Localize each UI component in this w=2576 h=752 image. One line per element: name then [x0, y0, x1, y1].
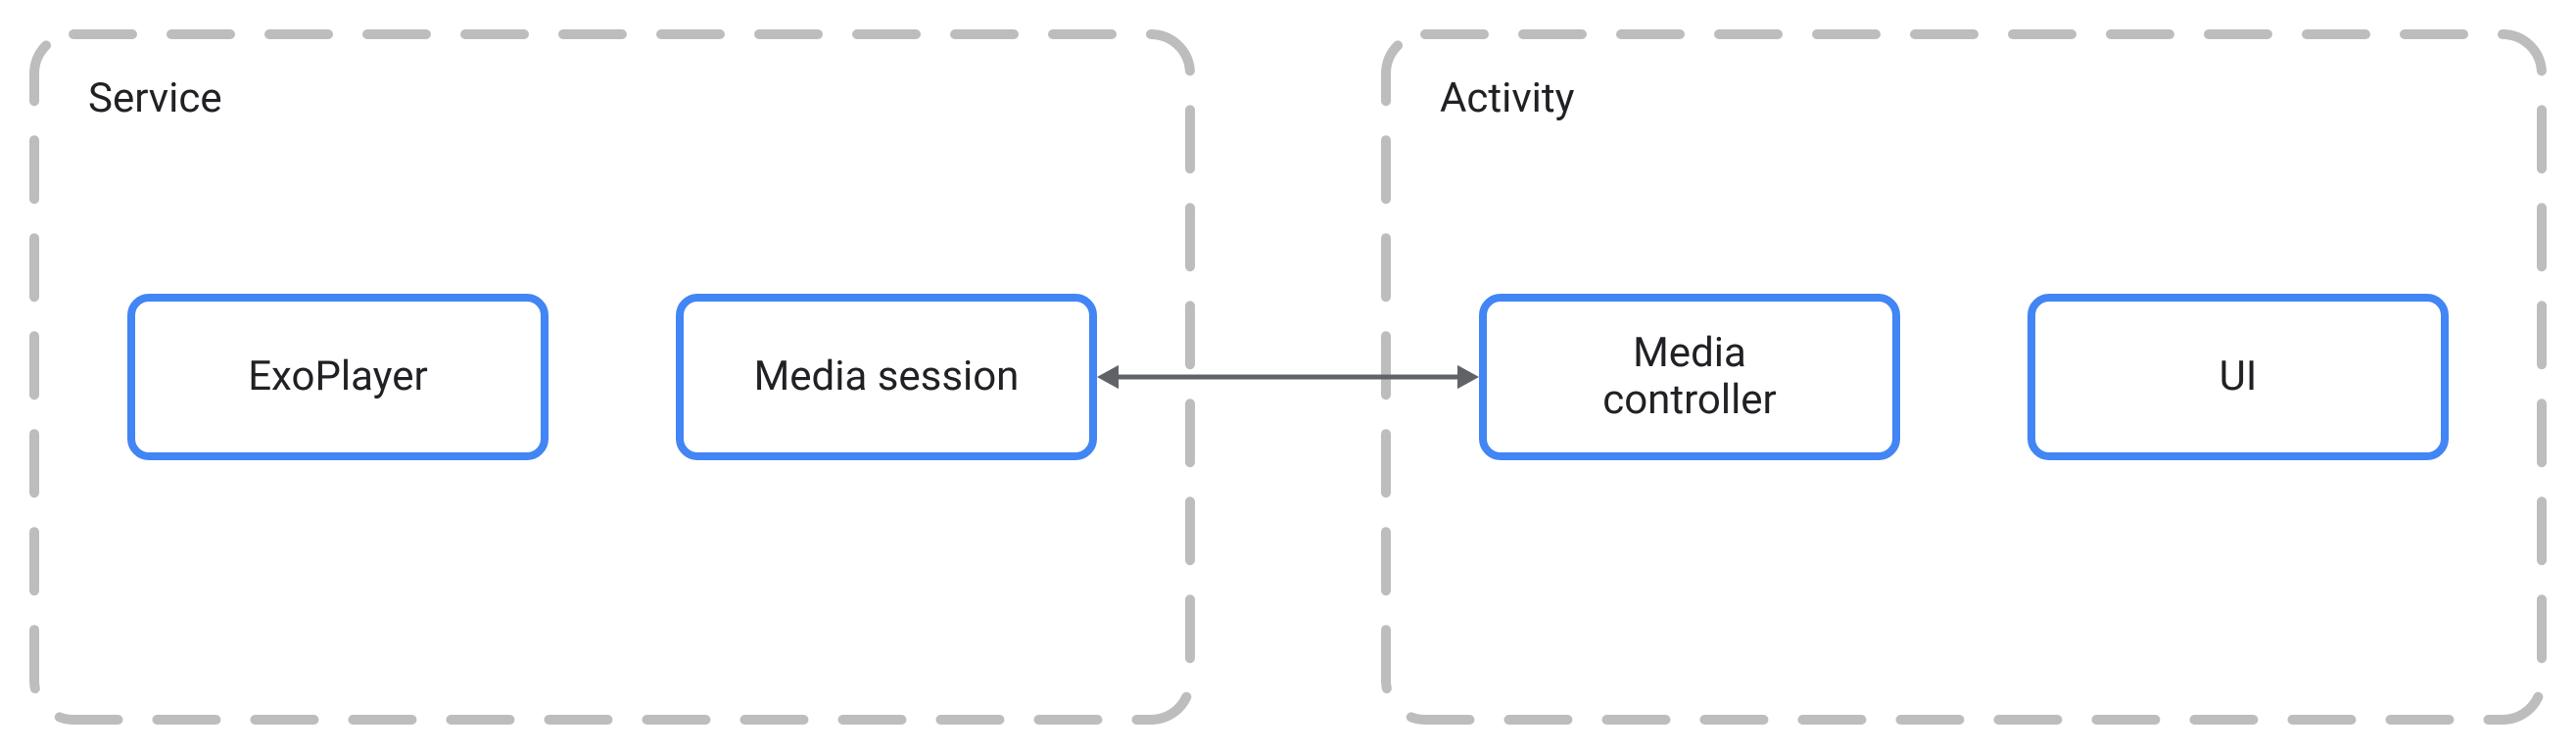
container-label-service: Service: [88, 74, 222, 122]
node-ui: UI: [2027, 294, 2449, 460]
node-label-ui: UI: [2219, 353, 2258, 400]
node-label-media-controller: Media controller: [1602, 330, 1777, 425]
node-exoplayer: ExoPlayer: [127, 294, 549, 460]
diagram-stage: Service Activity ExoPlayer Media session Med…: [0, 0, 2576, 752]
node-label-media-session: Media session: [754, 353, 1020, 400]
node-media-session: Media session: [676, 294, 1097, 460]
node-label-exoplayer: ExoPlayer: [248, 353, 428, 400]
node-media-controller: Media controller: [1479, 294, 1900, 460]
container-label-activity: Activity: [1440, 74, 1575, 122]
